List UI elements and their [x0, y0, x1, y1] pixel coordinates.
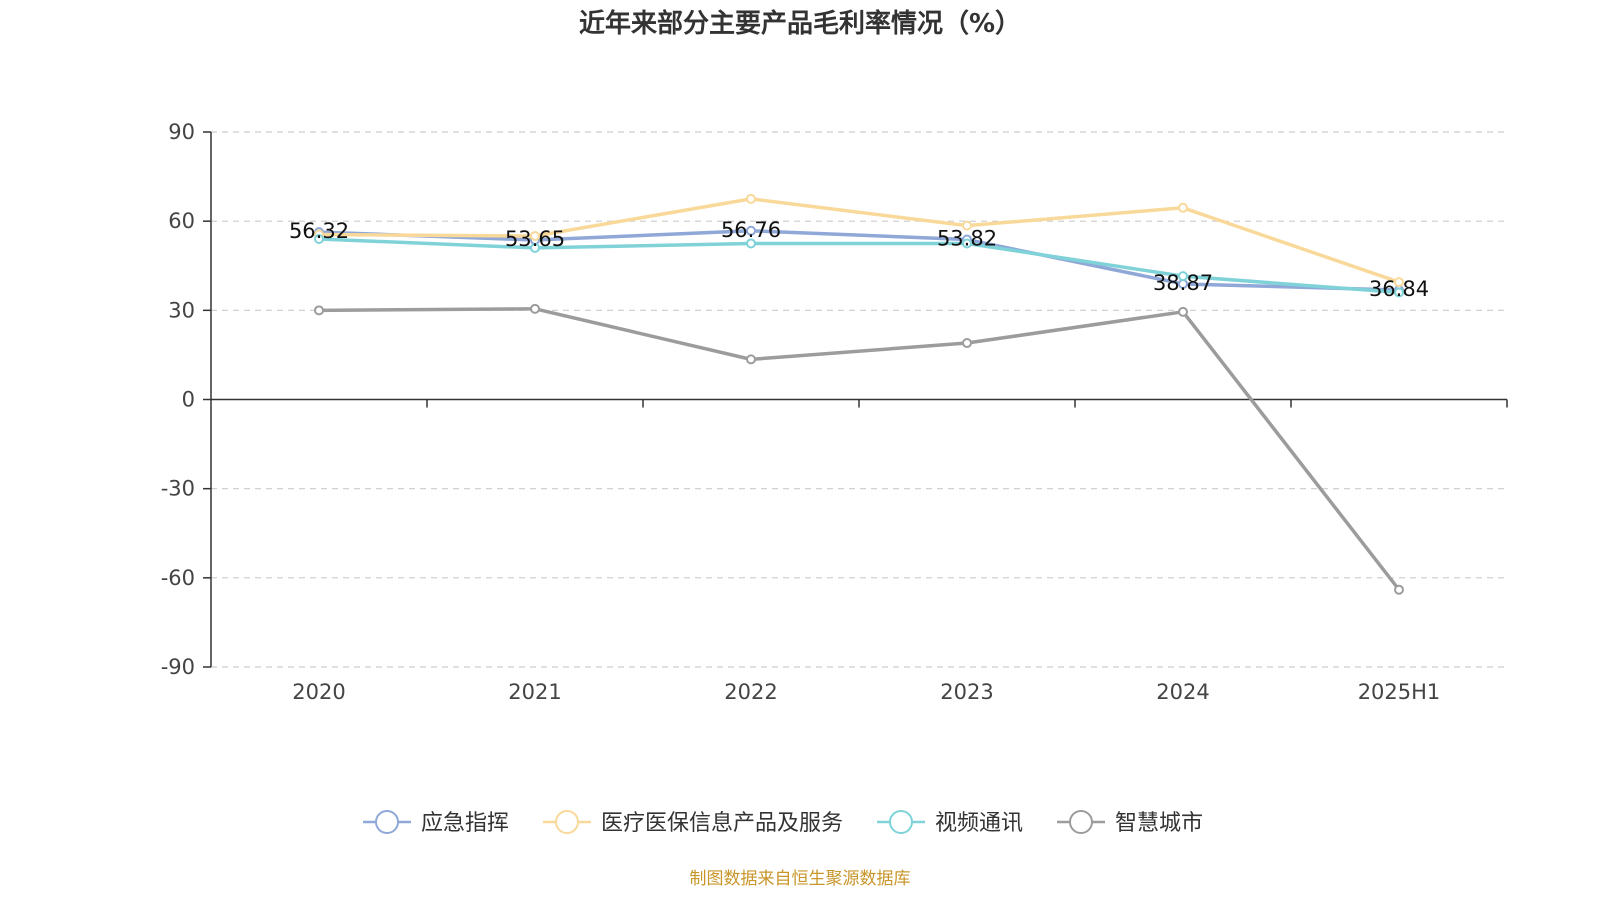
x-tick-label: 2024 — [1156, 680, 1209, 704]
data-label: 56.76 — [721, 218, 781, 242]
data-point[interactable] — [1178, 271, 1188, 282]
data-point[interactable] — [962, 238, 972, 249]
data-label: 36.84 — [1369, 277, 1429, 301]
y-tick-label: 30 — [168, 298, 195, 322]
data-point[interactable] — [1394, 277, 1404, 288]
x-tick-label: 2022 — [724, 680, 777, 704]
x-tick-label: 2021 — [508, 680, 561, 704]
data-point[interactable] — [1178, 306, 1188, 317]
data-point[interactable] — [746, 225, 756, 236]
legend-marker — [889, 810, 913, 834]
y-tick-label: 90 — [168, 120, 195, 144]
series-line-0 — [318, 229, 1400, 292]
series — [314, 193, 1404, 595]
legend-marker — [1069, 810, 1093, 834]
legend-item-2[interactable]: 视频通讯 — [877, 810, 1023, 836]
x-tick-label: 2023 — [940, 680, 993, 704]
data-point[interactable] — [746, 238, 756, 249]
legend-marker — [555, 810, 579, 834]
data-label: 53.82 — [937, 227, 997, 251]
legend-label: 医疗医保信息产品及服务 — [601, 811, 843, 836]
data-point[interactable] — [314, 305, 324, 316]
data-point[interactable] — [530, 242, 540, 253]
data-point[interactable] — [746, 193, 756, 204]
legend-marker — [375, 810, 399, 834]
legend-item-1[interactable]: 医疗医保信息产品及服务 — [543, 810, 843, 836]
axes: -90 -60 -30 0 30 60 90 2020 2021 2022 2023 2024 2025… — [161, 120, 1508, 704]
x-tick-label: 2020 — [292, 680, 345, 704]
data-point[interactable] — [1394, 584, 1404, 595]
data-point[interactable] — [746, 354, 756, 365]
data-labels: 56.32 53.65 56.76 53.82 38.87 36.84 — [289, 218, 1429, 301]
series-line-1 — [318, 197, 1400, 284]
source-note: 制图数据来自恒生聚源数据库 — [690, 869, 911, 889]
data-label: 53.65 — [505, 227, 565, 251]
data-point[interactable] — [1394, 287, 1404, 298]
legend-label: 智慧城市 — [1115, 811, 1203, 836]
x-tick-label: 2025H1 — [1358, 680, 1441, 704]
data-point[interactable] — [962, 338, 972, 349]
data-point[interactable] — [314, 234, 324, 244]
y-tick-label: 0 — [182, 388, 195, 412]
chart-title: 近年来部分主要产品毛利率情况（%） — [579, 8, 1021, 39]
data-label: 38.87 — [1153, 271, 1213, 295]
legend-item-3[interactable]: 智慧城市 — [1057, 810, 1203, 836]
legend[interactable]: 应急指挥 医疗医保信息产品及服务 视频通讯 智慧城市 — [363, 810, 1203, 836]
series-line-2 — [318, 237, 1400, 295]
y-tick-label: -90 — [161, 655, 195, 679]
data-point[interactable] — [1178, 202, 1188, 213]
y-tick-label: -60 — [161, 566, 195, 590]
data-point[interactable] — [530, 303, 540, 314]
data-point[interactable] — [962, 220, 972, 231]
data-label: 56.32 — [289, 219, 349, 243]
series-line-3 — [318, 307, 1401, 591]
legend-label: 应急指挥 — [421, 811, 509, 836]
y-tick-label: 60 — [168, 209, 195, 233]
y-tick-label: -30 — [161, 477, 195, 501]
legend-label: 视频通讯 — [935, 811, 1023, 836]
legend-item-0[interactable]: 应急指挥 — [363, 810, 509, 836]
grid — [211, 131, 1507, 668]
data-point[interactable] — [530, 231, 540, 242]
